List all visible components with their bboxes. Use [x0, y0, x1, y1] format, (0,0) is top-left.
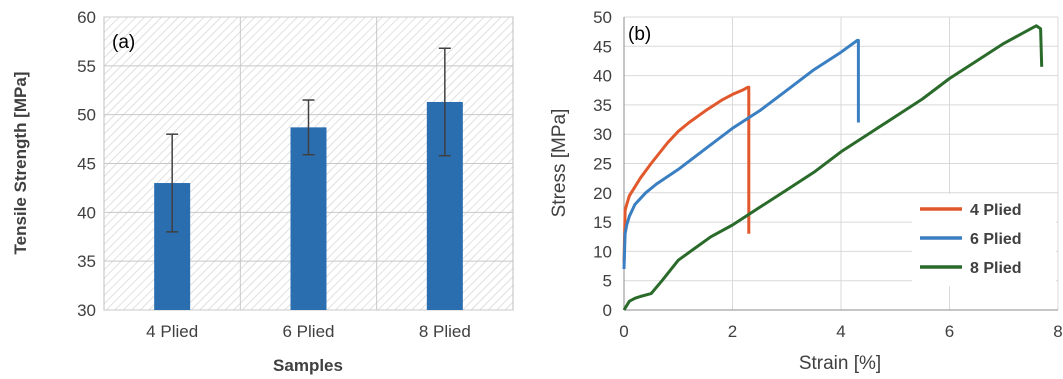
y-tick-label: 40 [593, 67, 612, 86]
legend-label: 6 Plied [970, 231, 1022, 248]
y-tick-label: 35 [77, 252, 96, 271]
y-tick-label: 45 [77, 155, 96, 174]
y-tick-label: 5 [603, 272, 612, 291]
bars [154, 47, 463, 310]
series-line [622, 85, 751, 264]
x-tick-label: 4 [836, 322, 845, 341]
series-line [622, 38, 860, 270]
bar-chart-panel: 30 35 40 45 50 55 60 4 Plied 6 Plied 8 Plied Ten… [11, 8, 514, 375]
y-tick-labels: 30 35 40 45 50 55 60 [77, 8, 96, 320]
y-tick-label: 30 [593, 125, 612, 144]
legend-label: 8 Plied [970, 260, 1022, 277]
y-tick-label: 60 [77, 8, 96, 27]
series-line [622, 24, 1044, 311]
y-tick-label: 50 [77, 106, 96, 125]
x-tick-label: 6 [945, 322, 954, 341]
legend: 4 Plied 6 Plied 8 Plied [912, 194, 1056, 286]
y-tick-label: 45 [593, 37, 612, 56]
y-tick-label: 10 [593, 242, 612, 261]
y-tick-label: 40 [77, 203, 96, 222]
x-axis-title: Samples [273, 356, 343, 375]
bar [290, 127, 327, 310]
legend-label: 4 Plied [970, 202, 1022, 219]
y-tick-label: 50 [593, 8, 612, 27]
y-tick-label: 0 [603, 301, 612, 320]
x-tick-labels: 4 Plied 6 Plied 8 Plied [146, 322, 471, 341]
x-tick-label: 8 Plied [419, 322, 471, 341]
y-axis-title: Stress [MPa] [549, 109, 570, 218]
y-tick-labels: 0 5 10 15 20 25 30 35 40 45 50 [593, 8, 612, 320]
x-tick-label: 4 Plied [146, 322, 198, 341]
series-lines [622, 24, 1044, 311]
x-tick-label: 0 [619, 322, 628, 341]
y-tick-label: 30 [77, 301, 96, 320]
y-tick-label: 55 [77, 57, 96, 76]
gridlines [624, 16, 1059, 310]
panel-label-a: (a) [112, 32, 135, 53]
x-tick-labels: 0 2 4 6 8 [619, 322, 1062, 341]
x-tick-label: 6 Plied [283, 322, 335, 341]
y-tick-label: 35 [593, 96, 612, 115]
x-axis-title: Strain [%] [799, 353, 881, 374]
y-tick-label: 20 [593, 184, 612, 203]
x-tick-label: 2 [728, 322, 737, 341]
x-tick-label: 8 [1053, 322, 1062, 341]
y-tick-label: 25 [593, 155, 612, 174]
y-tick-label: 15 [593, 213, 612, 232]
y-axis-title: Tensile Strength [MPa] [11, 72, 30, 255]
panel-label-b: (b) [628, 24, 651, 45]
